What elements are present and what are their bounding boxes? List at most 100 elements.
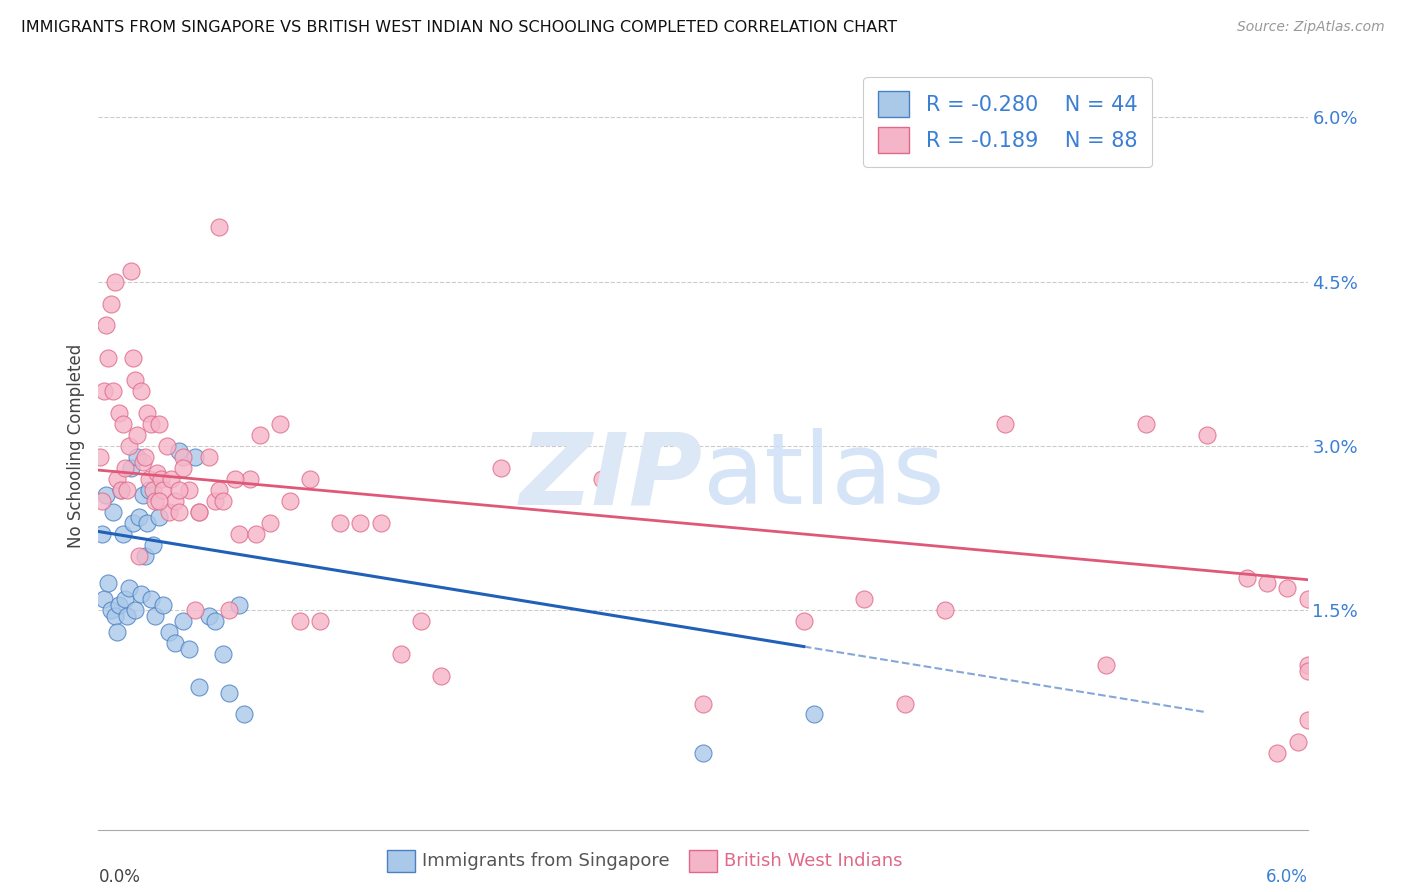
Point xyxy=(142,483,165,497)
Point xyxy=(172,615,194,629)
Point xyxy=(97,351,120,366)
Point xyxy=(893,697,915,711)
Point xyxy=(107,598,129,612)
Point xyxy=(288,615,311,629)
Point xyxy=(329,516,352,530)
Point xyxy=(793,615,815,629)
Point xyxy=(188,505,211,519)
Point xyxy=(299,472,322,486)
Point xyxy=(135,406,157,420)
Point xyxy=(1095,658,1118,673)
Point xyxy=(853,592,876,607)
Point xyxy=(1195,428,1218,442)
Point xyxy=(1296,713,1319,727)
Point xyxy=(134,549,156,563)
Point xyxy=(114,461,136,475)
Point xyxy=(105,472,128,486)
Point xyxy=(118,582,141,596)
Point xyxy=(692,746,714,760)
Point xyxy=(139,592,162,607)
Point xyxy=(591,472,613,486)
Point xyxy=(1236,570,1258,584)
Point xyxy=(163,636,186,650)
Point xyxy=(692,697,714,711)
Point xyxy=(124,603,146,617)
Point xyxy=(239,472,262,486)
Point xyxy=(115,608,138,623)
Point xyxy=(389,647,412,661)
Point xyxy=(259,516,281,530)
Point xyxy=(129,384,152,399)
Point xyxy=(120,263,142,277)
Point xyxy=(409,615,432,629)
Point xyxy=(118,439,141,453)
Point xyxy=(134,450,156,464)
Point xyxy=(120,461,142,475)
Point xyxy=(148,417,170,431)
Point xyxy=(149,472,172,486)
Text: IMMIGRANTS FROM SINGAPORE VS BRITISH WEST INDIAN NO SCHOOLING COMPLETED CORRELAT: IMMIGRANTS FROM SINGAPORE VS BRITISH WES… xyxy=(21,20,897,35)
Point xyxy=(125,450,148,464)
Point xyxy=(278,493,301,508)
Point xyxy=(143,493,166,508)
Point xyxy=(204,493,226,508)
Point xyxy=(491,461,513,475)
Point xyxy=(110,483,132,497)
Point xyxy=(994,417,1017,431)
Text: 0.0%: 0.0% xyxy=(98,868,141,886)
Point xyxy=(208,483,231,497)
Point xyxy=(1267,746,1289,760)
Point xyxy=(142,538,165,552)
Point xyxy=(803,707,825,722)
Point xyxy=(232,707,254,722)
Point xyxy=(349,516,371,530)
Point xyxy=(139,417,162,431)
Point xyxy=(110,483,132,497)
Point xyxy=(228,598,250,612)
Point xyxy=(103,608,125,623)
Point xyxy=(93,384,115,399)
Point xyxy=(228,526,250,541)
Point xyxy=(1296,664,1319,678)
Point xyxy=(156,439,179,453)
Point xyxy=(184,603,207,617)
Point xyxy=(218,603,240,617)
Point xyxy=(934,603,956,617)
Point xyxy=(1296,592,1319,607)
Point xyxy=(138,483,160,497)
Point xyxy=(91,493,114,508)
Point xyxy=(146,467,169,481)
Y-axis label: No Schooling Completed: No Schooling Completed xyxy=(66,344,84,548)
Point xyxy=(111,417,134,431)
Point xyxy=(125,428,148,442)
Point xyxy=(249,428,271,442)
Point xyxy=(148,510,170,524)
Point xyxy=(172,461,194,475)
Point xyxy=(152,598,174,612)
Point xyxy=(101,505,124,519)
Point xyxy=(121,351,143,366)
Point xyxy=(101,384,124,399)
Text: 6.0%: 6.0% xyxy=(1265,868,1308,886)
Point xyxy=(143,608,166,623)
Point xyxy=(179,641,201,656)
Point xyxy=(1277,582,1299,596)
Point xyxy=(198,450,221,464)
Point xyxy=(218,685,240,699)
Point xyxy=(89,450,111,464)
Point xyxy=(128,510,150,524)
Point xyxy=(167,505,190,519)
Point xyxy=(1256,576,1278,591)
Point xyxy=(96,318,118,333)
Point xyxy=(167,444,190,458)
Point xyxy=(208,219,231,234)
Point xyxy=(1286,735,1309,749)
Text: British West Indians: British West Indians xyxy=(724,852,903,871)
Point xyxy=(111,526,134,541)
Point xyxy=(152,483,174,497)
Point xyxy=(212,647,235,661)
Point xyxy=(97,576,120,591)
Text: Source: ZipAtlas.com: Source: ZipAtlas.com xyxy=(1237,20,1385,34)
Point xyxy=(163,493,186,508)
Point xyxy=(107,406,129,420)
